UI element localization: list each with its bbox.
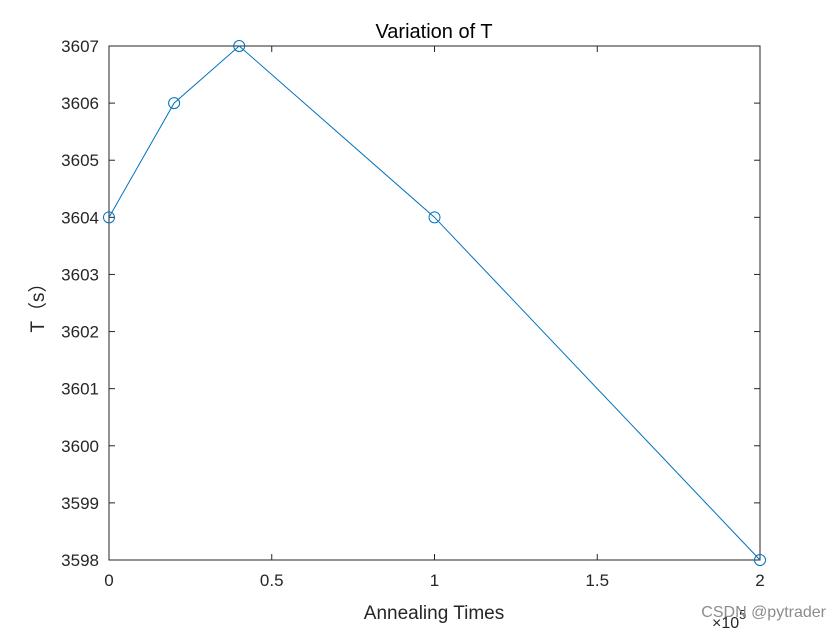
x-tick-label: 0 — [104, 571, 113, 590]
data-point — [233, 40, 246, 52]
y-tick-label: 3598 — [61, 551, 99, 570]
y-tick-label: 3605 — [61, 151, 99, 170]
y-tick-label: 3601 — [61, 380, 99, 399]
x-axis-label: Annealing Times — [364, 603, 504, 624]
data-point — [754, 554, 766, 566]
y-tick-label: 3599 — [61, 494, 99, 513]
data-point — [168, 97, 181, 110]
chart-title: Variation of T — [375, 21, 492, 43]
x-exponent-label: ×105 — [712, 607, 746, 630]
x-exponent-power: 5 — [739, 607, 746, 622]
x-tick-label: 0.5 — [260, 571, 284, 590]
data-point — [103, 211, 115, 224]
y-tick-label: 3607 — [61, 37, 99, 56]
series-line — [108, 45, 761, 561]
data-point — [428, 211, 441, 224]
y-axis-label: T（s） — [27, 273, 49, 332]
watermark: CSDN @pytrader — [701, 604, 826, 621]
x-tick-label: 1 — [430, 571, 439, 590]
x-exponent-base: ×10 — [712, 615, 739, 630]
y-tick-label: 3606 — [61, 94, 99, 113]
y-tick-label: 3603 — [61, 265, 99, 284]
plot-area: 0 0.5 1 1.5 2 3598 3599 3600 3601 3602 3603 3604 360… — [61, 37, 766, 590]
x-tick-label: 1.5 — [585, 571, 609, 590]
y-tick-label: 3602 — [61, 323, 99, 342]
y-tick-label: 3604 — [61, 208, 99, 227]
y-tick-label: 3600 — [61, 437, 99, 456]
x-tick-label: 2 — [755, 571, 764, 590]
